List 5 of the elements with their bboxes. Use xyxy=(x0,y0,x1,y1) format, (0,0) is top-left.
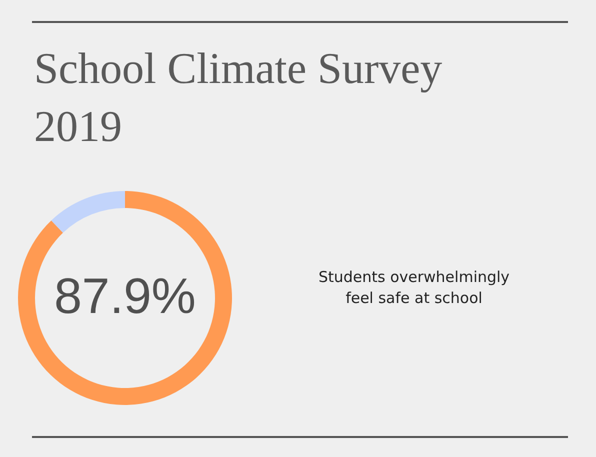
donut-slice xyxy=(18,191,232,405)
chart-title: School Climate Survey 2019 xyxy=(34,44,442,151)
text: Students overwhelmingly feel safe at school xyxy=(318,268,510,307)
donut-slice xyxy=(51,191,125,233)
data-label: 87.9% xyxy=(54,268,196,324)
